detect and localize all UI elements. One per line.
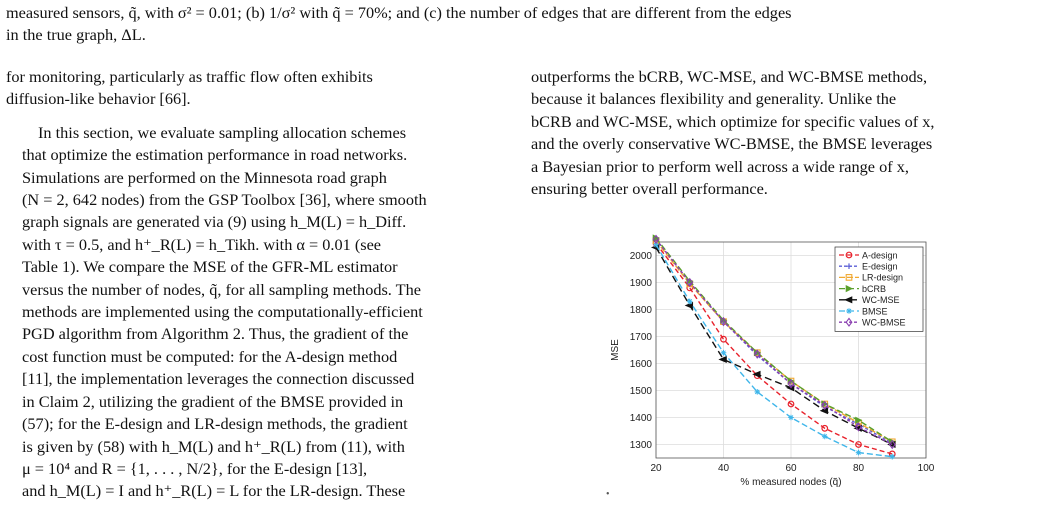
legend-marker-wc-bmse (845, 317, 853, 327)
y-tick-label: 2000 (630, 251, 653, 262)
legend-label-lr-design: LR-design (862, 273, 903, 283)
data-point-bmse (653, 241, 659, 248)
text-line: (N = 2, 642 nodes) from the GSP Toolbox … (22, 190, 427, 210)
legend-marker-bmse (846, 308, 852, 314)
legend-marker-a-design (845, 251, 853, 259)
legend-marker-lr-design (845, 274, 853, 281)
data-point-bmse (821, 433, 828, 440)
figure-caption-line-2: in the true graph, ΔL. (6, 25, 146, 44)
text-line: and the overly conservative WC-BMSE, the… (531, 134, 933, 154)
x-tick-label: 100 (918, 463, 935, 474)
right-column: outperforms the bCRB, WC-MSE, and WC-BMS… (531, 66, 1037, 200)
legend-label-a-design: A-design (862, 250, 898, 260)
data-point-wc-bmse (821, 400, 829, 411)
legend-label-e-design: E-design (862, 262, 898, 272)
text-line: In this section, we evaluate sampling al… (38, 122, 407, 142)
data-point-wc-bmse (787, 379, 795, 389)
text-line: is given by (58) with h_M(L) and h⁺_R(L)… (22, 436, 405, 456)
data-point-bcrb (855, 416, 863, 424)
x-tick-label: 60 (785, 463, 797, 474)
text-line: with τ = 0.5, and h⁺_R(L) = h_Tikh. with… (22, 234, 382, 254)
data-point-a-design (855, 441, 862, 448)
text-line: PGD algorithm from Algorithm 2. Thus, th… (22, 324, 409, 344)
data-point-wc-mse (718, 355, 727, 364)
data-point-a-design (821, 424, 829, 432)
text-line: that optimize the estimation performance… (22, 145, 408, 165)
legend-label-bmse: BMSE (862, 306, 888, 316)
text-line: Simulations are performed on the Minneso… (22, 167, 387, 187)
mse-chart: 20 40 60 80 100 1300 1400 1500 1600 1700 1800 1900 2… (610, 234, 935, 488)
legend-label-wc-bmse: WC-BMSE (862, 318, 906, 328)
data-point-wc-bmse (686, 277, 694, 288)
series-line-wc-bmse (655, 238, 893, 446)
text-line: a Bayesian prior to perform well across … (531, 156, 909, 176)
legend-label-wc-mse: WC-MSE (862, 295, 900, 305)
text-line: cost function must be computed: for the … (22, 346, 398, 366)
text-line: versus the number of nodes, q̃, for all … (22, 279, 421, 299)
legend-label-bcrb: bCRB (862, 284, 886, 294)
x-axis-label: % measured nodes (q̃) (740, 477, 841, 488)
left-column: for monitoring, particularly as traffic … (6, 66, 503, 503)
series-line-wc-mse (655, 247, 893, 446)
y-tick-label: 1400 (630, 413, 653, 424)
mse-figure: 20 40 60 80 100 1300 1400 1500 1600 1700 1800 1900 2… (604, 220, 974, 510)
y-tick-label: 1700 (630, 332, 653, 343)
data-point-bmse (788, 414, 794, 421)
text-line: for monitoring, particularly as traffic … (6, 67, 373, 86)
data-point-a-design (720, 335, 727, 343)
left-paragraph-2: In this section, we evaluate sampling al… (6, 122, 503, 503)
data-point-wc-bmse (888, 439, 896, 450)
x-tick-label: 80 (853, 463, 865, 474)
data-point-wc-bmse (855, 422, 862, 432)
series-line-bmse (655, 244, 893, 458)
figure-caption-line-1: measured sensors, q̃, with σ² = 0.01; (b… (6, 3, 792, 22)
data-point-bmse (889, 453, 896, 460)
text-line: diffusion-like behavior [66]. (6, 89, 191, 109)
data-point-wc-bmse (720, 316, 727, 327)
y-tick-label: 1800 (630, 305, 653, 316)
text-line: in Claim 2, utilizing the gradient of th… (22, 391, 404, 411)
y-tick-label: 1900 (630, 278, 653, 289)
text-line: graph signals are generated via (9) usin… (22, 212, 407, 232)
legend-marker-wc-mse (843, 296, 853, 304)
y-tick-label: 1600 (630, 359, 653, 370)
stray-dot: • (606, 489, 610, 500)
data-point-wc-mse (752, 370, 761, 378)
text-line: [11], the implementation leverages the c… (22, 369, 415, 389)
data-point-bmse (754, 389, 761, 395)
data-point-wc-bmse (753, 349, 761, 359)
plot-frame (655, 241, 927, 459)
series-line-a-design (655, 242, 893, 455)
x-tick-label: 40 (718, 463, 730, 474)
y-tick-label: 1300 (630, 440, 653, 451)
series-line-bcrb (655, 237, 893, 443)
data-point-bmse (686, 298, 693, 305)
text-line: Table 1). We compare the MSE of the GFR-… (22, 257, 398, 277)
y-axis-label: MSE (610, 339, 621, 361)
x-tick-label: 20 (650, 463, 662, 474)
text-line: μ = 10⁴ and R = {1, . . . , N/2}, for th… (22, 458, 368, 478)
text-line: methods are implemented using the comput… (22, 302, 423, 322)
legend-marker-bcrb (845, 284, 853, 293)
text-line: (57); for the E-design and LR-design met… (22, 414, 408, 434)
text-line: outperforms the bCRB, WC-MSE, and WC-BMS… (531, 67, 928, 86)
data-point-a-design (787, 400, 795, 408)
text-line: and h_M(L) = I and h⁺_R(L) = L for the L… (22, 481, 406, 501)
legend-marker-e-design (846, 263, 852, 269)
text-line: ensuring better overall performance. (531, 179, 768, 199)
data-point-wc-bmse (652, 234, 660, 245)
data-point-bmse (855, 449, 862, 456)
y-tick-label: 1500 (630, 386, 653, 397)
left-paragraph-1: for monitoring, particularly as traffic … (6, 66, 503, 111)
data-point-bmse (720, 349, 727, 356)
text-line: bCRB and WC-MSE, which optimize for spec… (531, 111, 935, 131)
right-paragraph-1: outperforms the bCRB, WC-MSE, and WC-BMS… (531, 66, 1037, 200)
text-line: because it balances flexibility and gene… (531, 89, 897, 109)
